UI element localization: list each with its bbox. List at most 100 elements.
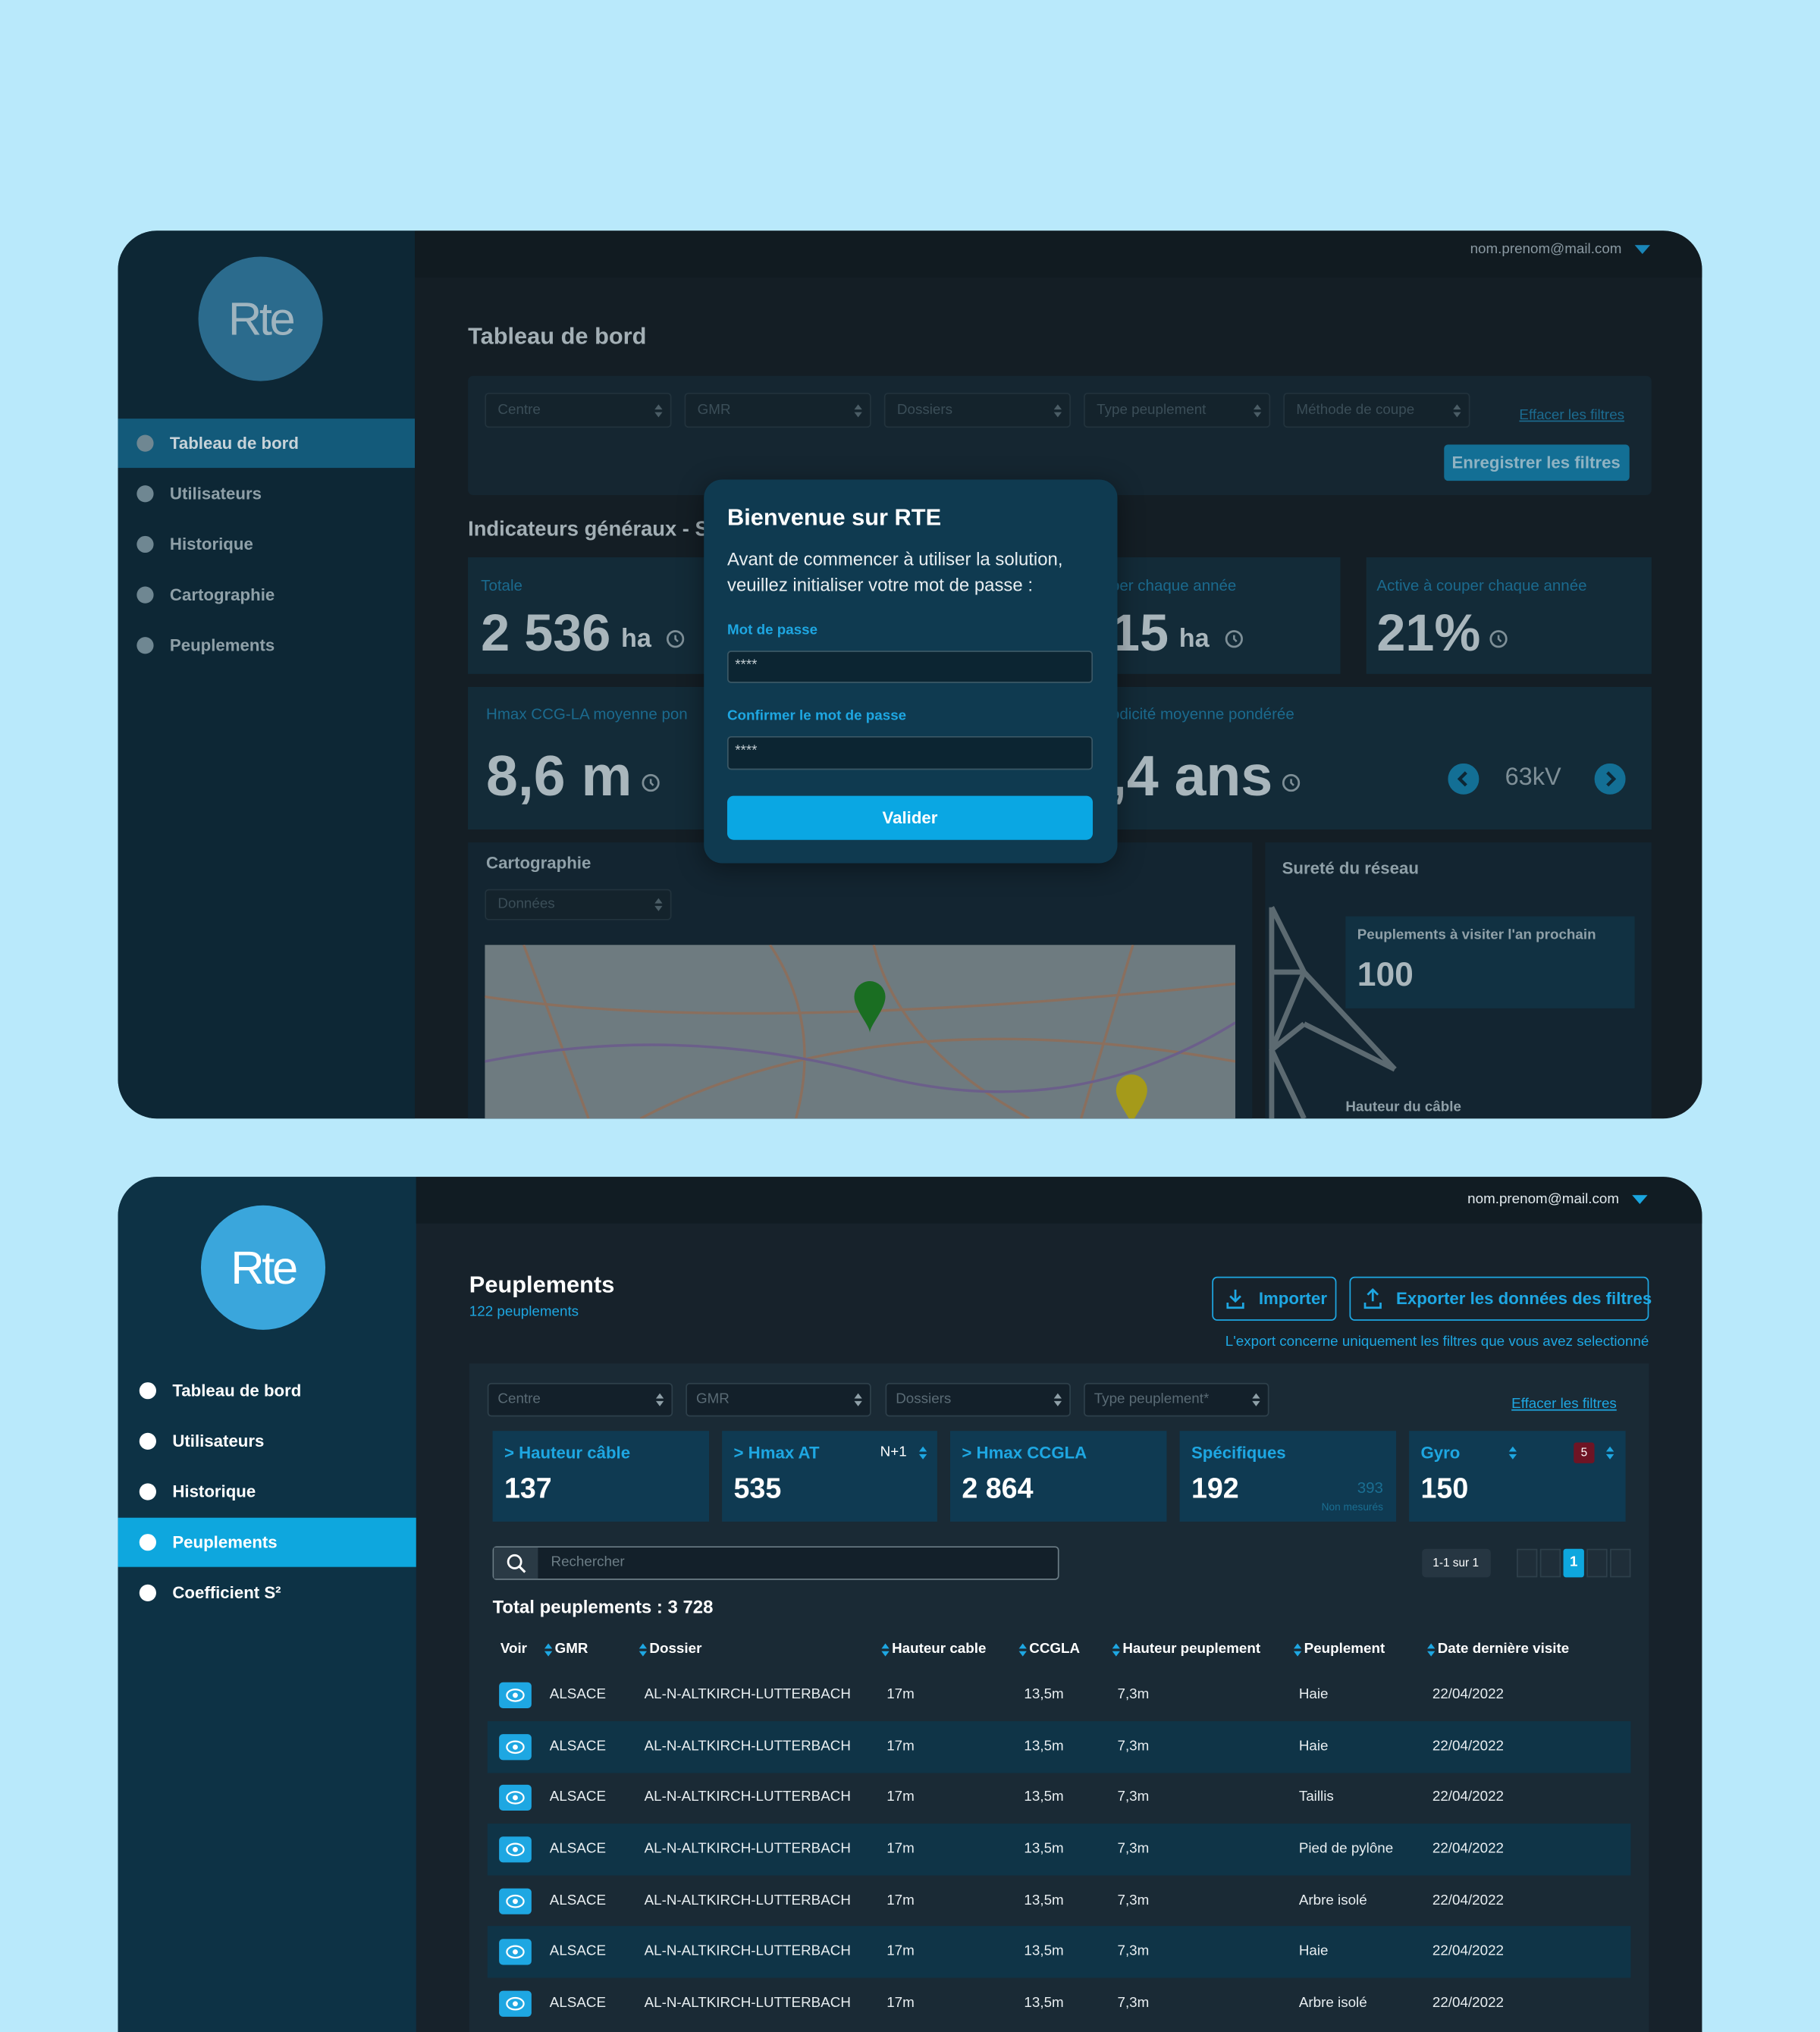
- nav-item[interactable]: Tableau de bord: [169, 433, 299, 453]
- select-caret: [918, 1445, 928, 1461]
- page-title: Tableau de bord: [468, 322, 647, 350]
- select-caret: [880, 1642, 891, 1658]
- stat-value: 535: [733, 1472, 782, 1505]
- table-header[interactable]: Dossier: [649, 1641, 702, 1657]
- user-menu-arrow: [1634, 245, 1651, 256]
- section-title: Indicateurs généraux - S: [468, 519, 709, 541]
- network-inner-card: [1345, 916, 1635, 1008]
- export-button[interactable]: [1349, 1276, 1649, 1321]
- search-icon-box: [494, 1548, 538, 1579]
- filter-select[interactable]: [885, 1382, 1071, 1417]
- user-email: nom.prenom@mail.com: [1470, 241, 1622, 258]
- select-caret: [654, 1392, 665, 1408]
- logo-text: Rte: [228, 292, 296, 346]
- kpi-card: [1366, 557, 1652, 674]
- eye-icon: [506, 1893, 526, 1909]
- nav-item[interactable]: Utilisateurs: [169, 483, 262, 503]
- filter-select[interactable]: [684, 392, 871, 428]
- filter-select[interactable]: [1084, 392, 1271, 428]
- table-row-stripe: [487, 1926, 1631, 1978]
- submit-button[interactable]: [726, 795, 1094, 840]
- clear-filters-link[interactable]: Effacer les filtres: [1511, 1396, 1617, 1413]
- export-text[interactable]: Exporter les données des filtres: [1396, 1288, 1652, 1309]
- table-cell: AL-N-ALTKIRCH-LUTTERBACH: [644, 1943, 851, 1959]
- save-filters-text[interactable]: Enregistrer les filtres: [1451, 452, 1621, 472]
- export-icon: [1363, 1288, 1383, 1309]
- table-cell: ALSACE: [549, 1789, 607, 1805]
- import-button[interactable]: [1212, 1276, 1337, 1321]
- page-button-active[interactable]: [1563, 1548, 1584, 1578]
- kpi-unit: ha: [620, 624, 651, 654]
- page-nav-button[interactable]: [1610, 1548, 1631, 1578]
- table-cell: 17m: [886, 1739, 915, 1754]
- kpi-label: per chaque année: [1110, 576, 1237, 595]
- select-caret: [654, 403, 664, 419]
- filter-select[interactable]: [883, 392, 1071, 428]
- top-bar: [416, 1177, 1702, 1224]
- search-box[interactable]: [492, 1546, 1059, 1580]
- page-nav-button[interactable]: [1516, 1548, 1538, 1578]
- network-card-label: Peuplements à visiter l'an prochain: [1357, 927, 1596, 943]
- search-placeholder: Rechercher: [551, 1554, 625, 1570]
- filter-select[interactable]: [1283, 392, 1470, 428]
- filter-select[interactable]: [487, 1382, 673, 1417]
- stat-value: 150: [1420, 1472, 1469, 1505]
- page-number[interactable]: 1: [1569, 1554, 1578, 1570]
- select-caret: [1111, 1642, 1122, 1658]
- page-subtitle: 122 peuplements: [469, 1304, 579, 1320]
- filter-select[interactable]: [1084, 1382, 1269, 1417]
- table-cell: 17m: [886, 1841, 915, 1857]
- table-header[interactable]: CCGLA: [1029, 1641, 1081, 1657]
- filter-select[interactable]: [485, 392, 672, 428]
- kpi-label: Totale: [481, 576, 522, 595]
- nav-item[interactable]: Peuplements: [169, 635, 275, 655]
- table-cell: 7,3m: [1117, 1892, 1150, 1908]
- stat-secondary-value: 393: [1357, 1479, 1383, 1497]
- table-header[interactable]: Date dernière visite: [1437, 1641, 1570, 1657]
- table-header[interactable]: Hauteur peuplement: [1122, 1641, 1261, 1657]
- nav-item[interactable]: Tableau de bord: [172, 1380, 302, 1400]
- history-icon: [1280, 773, 1301, 793]
- map-select[interactable]: [485, 889, 672, 920]
- table-cell: 17m: [886, 1892, 915, 1908]
- page-nav-button[interactable]: [1539, 1548, 1561, 1578]
- confirm-value: ****: [735, 743, 758, 759]
- filter-placeholder: Dossiers: [896, 1391, 952, 1407]
- page-nav-button[interactable]: [1586, 1548, 1608, 1578]
- table-header[interactable]: Peuplement: [1304, 1641, 1385, 1657]
- password-value: ****: [735, 657, 758, 673]
- nav-item[interactable]: Peuplements: [172, 1532, 278, 1552]
- nav-item[interactable]: Historique: [169, 534, 253, 554]
- table-cell: 13,5m: [1024, 1686, 1064, 1703]
- submit-text[interactable]: Valider: [882, 807, 938, 827]
- nav-item[interactable]: Utilisateurs: [172, 1431, 265, 1451]
- table-cell: 22/04/2022: [1432, 1943, 1505, 1959]
- select-caret: [1251, 1392, 1262, 1408]
- table-cell: Pied de pylône: [1298, 1841, 1394, 1857]
- password-input[interactable]: [726, 651, 1094, 683]
- nav-item[interactable]: Coefficient S²: [172, 1582, 281, 1603]
- table-cell: 13,5m: [1024, 1739, 1064, 1754]
- confirm-input[interactable]: [726, 735, 1094, 770]
- table-header[interactable]: Hauteur cable: [892, 1641, 987, 1657]
- stat-label: > Hauteur câble: [504, 1442, 631, 1463]
- total: Total peuplements : 3 728: [492, 1596, 714, 1617]
- nav-active: [118, 1517, 416, 1567]
- table-cell: ALSACE: [549, 1995, 607, 2011]
- import-text[interactable]: Importer: [1258, 1288, 1327, 1309]
- table-row-stripe: [487, 1823, 1631, 1876]
- select-caret: [1508, 1445, 1518, 1461]
- user-email: nom.prenom@mail.com: [1467, 1191, 1620, 1208]
- nav-item[interactable]: Cartographie: [169, 585, 275, 604]
- table-cell: ALSACE: [549, 1943, 607, 1959]
- filter-select[interactable]: [686, 1382, 871, 1417]
- nav-active: [118, 419, 416, 469]
- table-cell: AL-N-ALTKIRCH-LUTTERBACH: [644, 1995, 851, 2011]
- table-header[interactable]: GMR: [554, 1641, 588, 1657]
- save-filters-button[interactable]: [1444, 444, 1630, 481]
- eye-icon: [506, 1739, 526, 1755]
- table-cell: 13,5m: [1024, 1789, 1064, 1805]
- table-cell: Haie: [1298, 1686, 1329, 1703]
- nav-item[interactable]: Historique: [172, 1482, 256, 1501]
- clear-filters-link[interactable]: Effacer les filtres: [1519, 407, 1625, 423]
